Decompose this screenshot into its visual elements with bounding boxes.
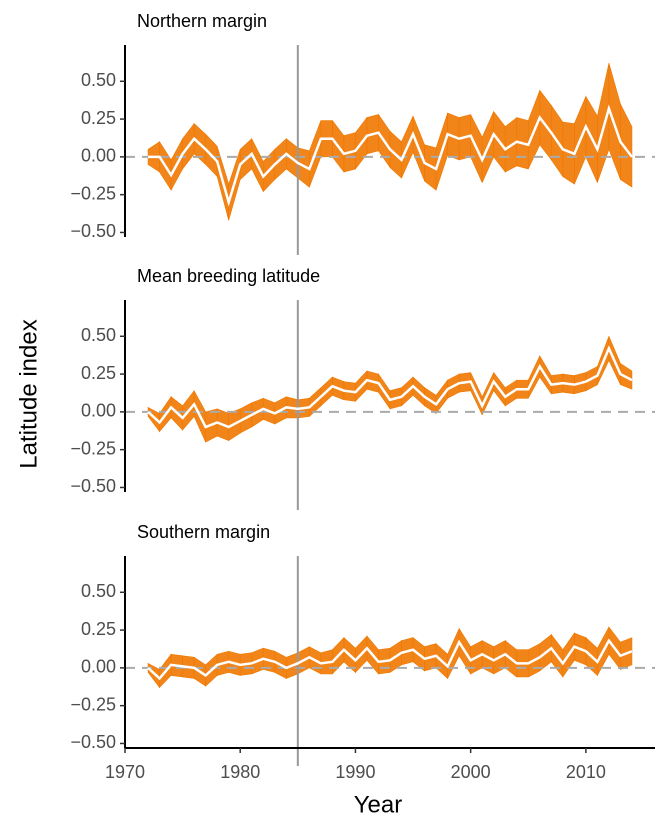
y-tick-label: −0.50: [70, 476, 116, 496]
y-tick-label: −0.50: [70, 732, 116, 752]
y-tick-label: 0.50: [81, 581, 116, 601]
y-tick-label: −0.25: [70, 694, 116, 714]
panel-title: Northern margin: [137, 11, 267, 31]
y-tick-label: 0.00: [81, 657, 116, 677]
panel-title: Mean breeding latitude: [137, 266, 320, 286]
spread-band: [597, 63, 610, 183]
x-tick-label: 2010: [566, 762, 606, 782]
y-tick-label: 0.50: [81, 325, 116, 345]
y-tick-label: −0.25: [70, 438, 116, 458]
spread-band: [620, 103, 633, 188]
y-tick-label: 0.50: [81, 70, 116, 90]
y-tick-label: 0.00: [81, 146, 116, 166]
y-axis-label: Latitude index: [15, 319, 42, 468]
x-tick-label: 1970: [105, 762, 145, 782]
y-tick-label: −0.25: [70, 183, 116, 203]
panel-title: Southern margin: [137, 522, 270, 542]
mean-line: [148, 104, 633, 207]
x-tick-label: 1980: [220, 762, 260, 782]
y-tick-label: 0.00: [81, 401, 116, 421]
mean-line: [147, 638, 633, 681]
mean-line: [147, 345, 633, 429]
y-tick-label: 0.25: [81, 619, 116, 639]
x-axis-label: Year: [354, 791, 403, 818]
y-tick-label: 0.25: [81, 363, 116, 383]
y-tick-label: −0.50: [70, 221, 116, 241]
x-tick-label: 1990: [335, 762, 375, 782]
y-tick-label: 0.25: [81, 108, 116, 128]
x-tick-label: 2000: [451, 762, 491, 782]
